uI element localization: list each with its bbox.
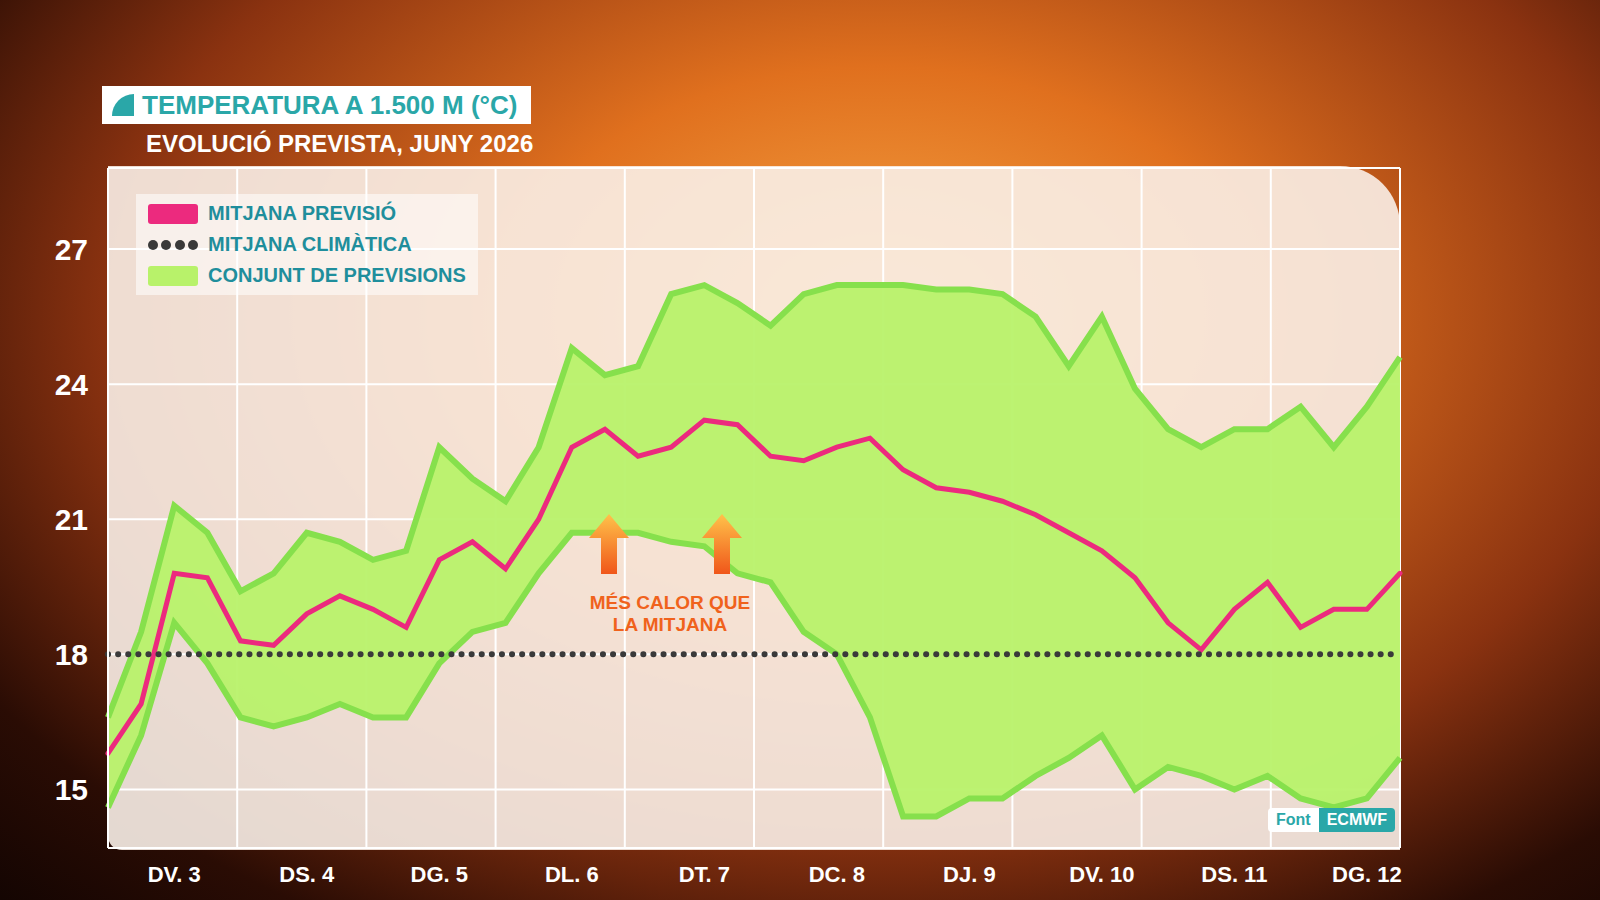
svg-text:27: 27 <box>55 233 88 266</box>
svg-text:21: 21 <box>55 503 88 536</box>
svg-text:24: 24 <box>55 368 89 401</box>
html-text:MÉS CALOR QUE LA MITJANA: MÉS CALOR QUE LA MITJANA <box>589 592 751 635</box>
svg-text:DG. 5: DG. 5 <box>411 862 468 887</box>
html-text:Font: Font <box>1276 811 1311 828</box>
svg-text:DV. 10: DV. 10 <box>1069 862 1134 887</box>
svg-text:DT. 7: DT. 7 <box>679 862 730 887</box>
html-text:TEMPERATURA A 1.500 M (°C): TEMPERATURA A 1.500 M (°C) <box>142 89 518 120</box>
html-text:MITJANA CLIMÀTICA: MITJANA CLIMÀTICA <box>208 233 412 255</box>
svg-text:18: 18 <box>55 638 88 671</box>
svg-text:DG. 12: DG. 12 <box>1332 862 1402 887</box>
svg-text:DS. 11: DS. 11 <box>1201 862 1267 887</box>
html-text:MITJANA PREVISIÓ: MITJANA PREVISIÓ <box>208 202 397 224</box>
svg-text:DV. 3: DV. 3 <box>148 862 201 887</box>
svg-text:15: 15 <box>55 773 88 806</box>
svg-text:DC. 8: DC. 8 <box>809 862 865 887</box>
svg-text:DL. 6: DL. 6 <box>545 862 599 887</box>
svg-text:DS. 4: DS. 4 <box>279 862 335 887</box>
svg-text:DJ. 9: DJ. 9 <box>943 862 996 887</box>
html-text:EVOLUCIÓ PREVISTA, JUNY 2026: EVOLUCIÓ PREVISTA, JUNY 2026 <box>146 130 534 157</box>
html-text:ECMWF: ECMWF <box>1326 811 1388 828</box>
html-text:CONJUNT DE PREVISIONS: CONJUNT DE PREVISIONS <box>208 264 466 286</box>
